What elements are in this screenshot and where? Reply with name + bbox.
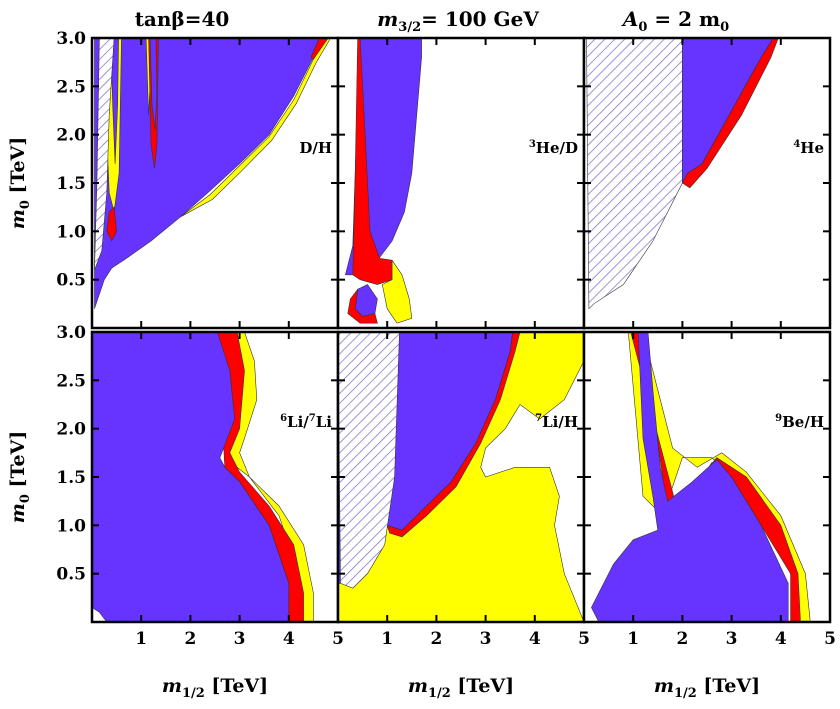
panel-be9h: 9Be/H — [582, 330, 832, 624]
x-axis-label: m1/2 [TeV] — [408, 675, 514, 701]
panel-label-li7h: 7Li/H — [535, 413, 578, 431]
x-tick-label: 2 — [184, 629, 196, 649]
y-tick-label: 1.0 — [56, 516, 86, 536]
region-yellow-2 — [381, 259, 413, 324]
y-tick-label: 1.0 — [56, 222, 86, 242]
panels: D/H 3He/D 4He 6Li/7Li 7Li/H 9Be/H — [90, 36, 832, 624]
panel-label-be9h: 9Be/H — [775, 413, 824, 431]
column-title-3: A0 = 2 m0 — [621, 7, 729, 35]
region-yellow-2 — [180, 38, 331, 218]
panel-regions — [586, 38, 779, 310]
panel-regions — [345, 38, 422, 324]
x-tick-label: 5 — [824, 629, 836, 649]
panel-regions — [92, 332, 314, 622]
panel-regions — [591, 332, 811, 622]
panel-label-li6li7: 6Li/7Li — [280, 413, 332, 431]
x-axis-label: m1/2 [TeV] — [654, 675, 760, 701]
region-blue-2 — [682, 38, 774, 184]
y-tick-label: 3.0 — [56, 29, 86, 49]
x-tick-label: 4 — [775, 629, 787, 649]
panel-label-he4: 4He — [793, 139, 824, 157]
region-blue-5 — [110, 38, 119, 164]
region-hatch-9 — [94, 38, 115, 271]
region-red-1 — [630, 332, 801, 622]
panel-he3d: 3He/D — [336, 36, 586, 330]
y-tick-label: 3.0 — [56, 323, 86, 343]
panel-dh: D/H — [90, 36, 340, 330]
y-tick-label: 2.0 — [56, 420, 86, 440]
panel-label-he3d: 3He/D — [529, 139, 578, 157]
region-red-4 — [347, 288, 378, 324]
axes: 1 2 3 4 5 m1/2 [TeV] 1 2 3 4 5 m1/2 [TeV] 1 2 3 4 5 m1/2 … — [7, 29, 836, 701]
region-blue-2 — [591, 332, 789, 622]
column-title-1: tanβ=40 — [135, 7, 230, 31]
region-red-2 — [386, 332, 521, 538]
panel-regions — [338, 332, 584, 622]
y-tick-label: 1.5 — [56, 468, 86, 488]
region-red-4 — [106, 206, 117, 242]
x-axis-label: m1/2 [TeV] — [162, 675, 268, 701]
y-tick-label: 0.5 — [56, 271, 86, 291]
x-tick-label: 2 — [430, 629, 442, 649]
panel-regions — [94, 38, 331, 309]
panel-label-dh: D/H — [299, 139, 332, 157]
x-tick-label: 3 — [234, 629, 246, 649]
y-axis-label: m0 [TeV] — [7, 137, 33, 230]
y-tick-label: 0.5 — [56, 565, 86, 585]
y-tick-label: 2.0 — [56, 126, 86, 146]
x-tick-label: 5 — [578, 629, 590, 649]
x-tick-label: 3 — [480, 629, 492, 649]
panel-he4: 4He — [582, 36, 832, 330]
region-red-1 — [352, 38, 393, 285]
region-hatch-3 — [338, 332, 400, 589]
region-blue-2 — [92, 332, 290, 622]
region-blue-8 — [149, 38, 158, 130]
y-tick-label: 2.5 — [56, 371, 86, 391]
x-tick-label: 3 — [726, 629, 738, 649]
x-tick-label: 1 — [627, 629, 639, 649]
x-tick-label: 5 — [332, 629, 344, 649]
panel-li6li7: 6Li/7Li — [90, 330, 340, 624]
x-tick-label: 4 — [529, 629, 541, 649]
y-tick-label: 2.5 — [56, 77, 86, 97]
x-tick-label: 1 — [135, 629, 147, 649]
y-axis-label: m0 [TeV] — [7, 431, 33, 524]
y-tick-label: 1.5 — [56, 174, 86, 194]
column-titles: tanβ=40 m3/2= 100 GeV A0 = 2 m0 — [135, 7, 729, 35]
column-title-2: m3/2= 100 GeV — [377, 7, 539, 35]
region-hatch-0 — [586, 38, 683, 310]
x-tick-label: 2 — [676, 629, 688, 649]
x-tick-label: 4 — [283, 629, 295, 649]
panel-li7h: 7Li/H — [336, 330, 586, 624]
x-tick-label: 1 — [381, 629, 393, 649]
